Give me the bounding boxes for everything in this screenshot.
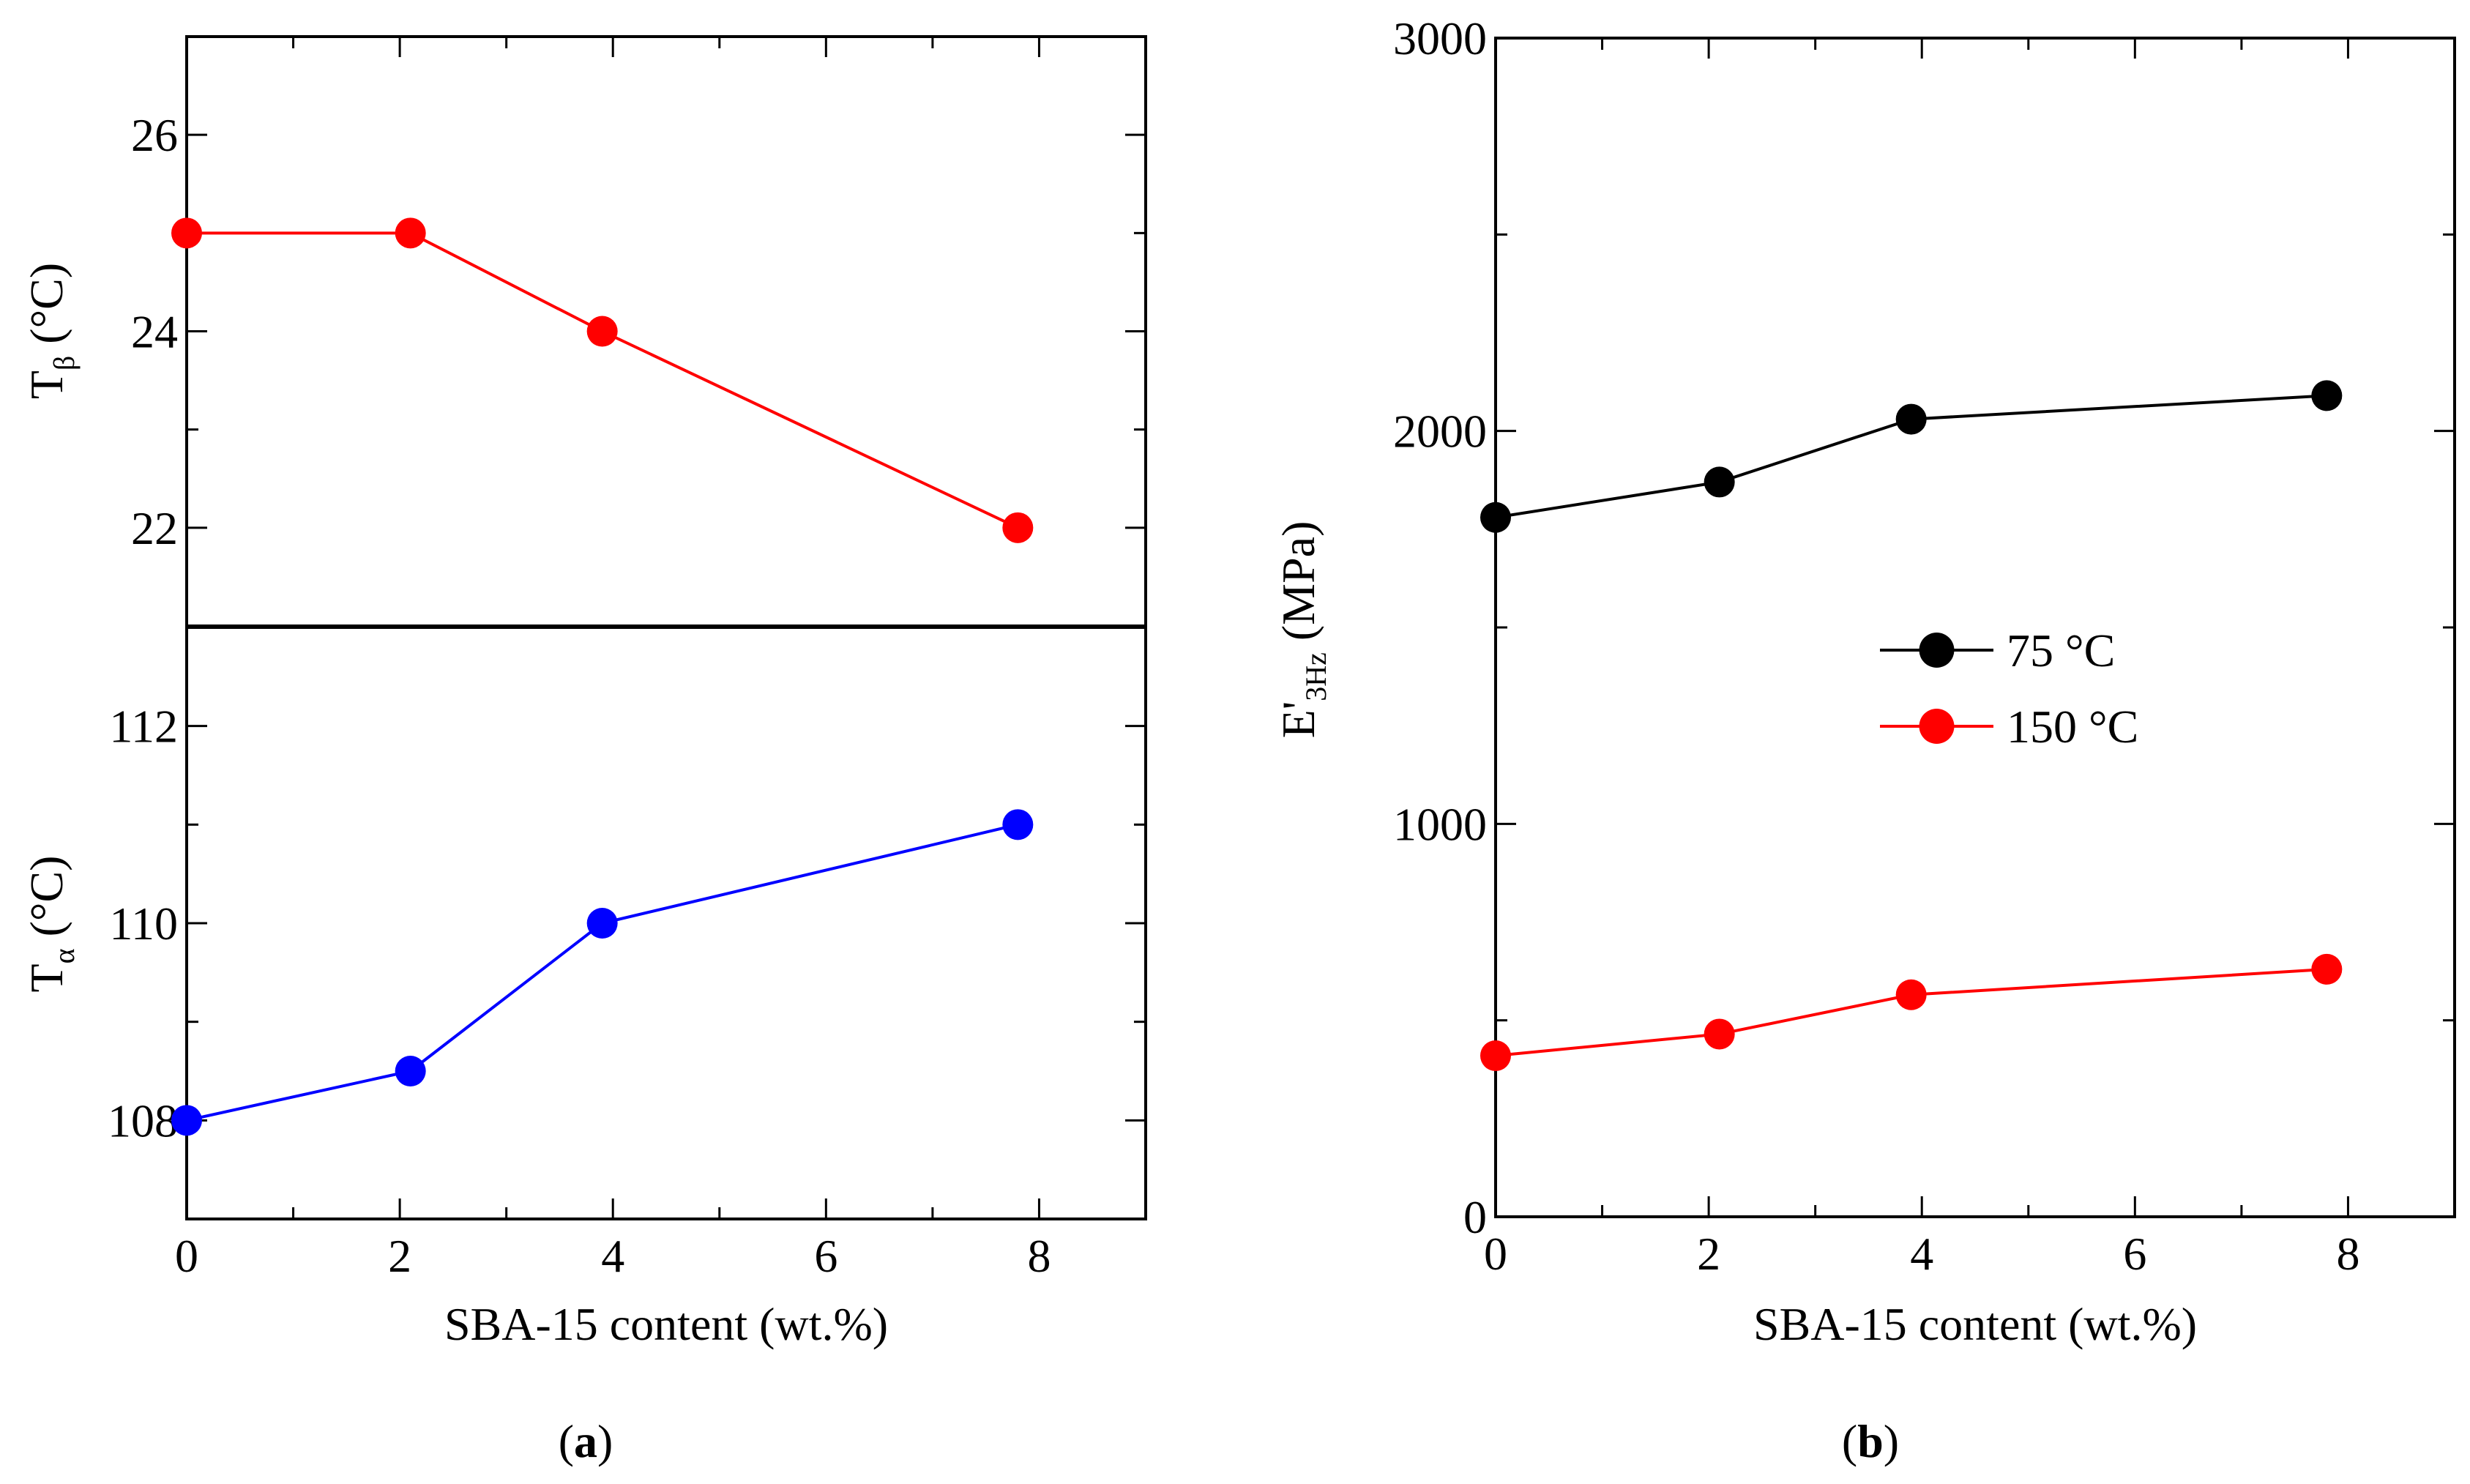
legend: 75 °C 150 °C xyxy=(1880,624,2138,753)
data-point xyxy=(1480,1040,1511,1071)
data-point xyxy=(171,1105,202,1136)
series-line xyxy=(1495,394,2327,519)
plot-a-bottom-t-alpha: 108 110 112 0 2 4 6 8 Tα (°C) SBA-15 content (… xyxy=(20,626,1147,1350)
x-tick-labels: 0 2 4 6 8 xyxy=(1484,1228,2359,1280)
y-axis-label-unit: (MPa) xyxy=(1272,521,1324,653)
y-axis-label-main: T xyxy=(20,963,72,992)
plot-b-storage-modulus: 0 1000 2000 3000 0 2 4 6 8 75 °C 150 °C E'3Hz (M… xyxy=(1272,12,2456,1350)
tick-marks xyxy=(187,37,1146,529)
x-axis-label: SBA-15 content (wt.%) xyxy=(444,1298,888,1350)
y-tick-label: 3000 xyxy=(1393,12,1487,64)
x-tick-label: 2 xyxy=(1697,1228,1720,1280)
y-tick-label: 112 xyxy=(109,701,178,753)
y-axis-label-subscript: α xyxy=(48,948,81,963)
y-axis-label: E'3Hz (MPa) xyxy=(1272,521,1332,739)
y-tick-labels: 0 1000 2000 3000 xyxy=(1393,12,1487,1243)
y-axis-label-subscript: β xyxy=(48,356,81,370)
data-point xyxy=(1002,512,1034,543)
x-tick-label: 0 xyxy=(1484,1228,1507,1280)
data-point xyxy=(1704,1018,1735,1050)
y-tick-labels: 22 24 26 xyxy=(131,109,178,554)
data-point xyxy=(1895,403,1927,435)
x-tick-label: 4 xyxy=(1910,1228,1933,1280)
y-axis-label-main: E' xyxy=(1272,701,1324,739)
series-group xyxy=(171,809,1034,1136)
y-axis-label-unit: (°C) xyxy=(20,856,72,949)
panel-label-open: ( xyxy=(559,1415,574,1467)
y-tick-labels: 108 110 112 xyxy=(108,701,178,1147)
x-tick-labels: 0 2 4 6 8 xyxy=(175,1230,1051,1282)
panel-label-letter: a xyxy=(574,1415,597,1467)
tick-marks xyxy=(187,725,1146,1219)
data-point xyxy=(1895,979,1927,1010)
plot-a-top-t-beta: 22 24 26 Tβ (°C) xyxy=(20,35,1147,627)
data-point xyxy=(2311,380,2343,411)
y-tick-label: 2000 xyxy=(1393,406,1487,458)
x-tick-label: 2 xyxy=(388,1230,411,1282)
legend-marker xyxy=(1919,709,1955,744)
plot-frame xyxy=(185,626,1147,1220)
data-point xyxy=(395,1056,426,1086)
data-point xyxy=(586,908,618,939)
y-tick-label: 108 xyxy=(108,1095,178,1146)
x-tick-label: 6 xyxy=(814,1230,837,1282)
series-line xyxy=(186,823,1018,1122)
y-axis-label-unit: (°C) xyxy=(20,263,72,356)
y-tick-label: 24 xyxy=(131,306,178,358)
panel-label-close: ) xyxy=(597,1415,613,1467)
data-point xyxy=(2311,953,2343,985)
series-line xyxy=(1495,967,2327,1057)
legend-label: 150 °C xyxy=(2007,701,2138,753)
x-tick-label: 4 xyxy=(601,1230,624,1282)
series-line xyxy=(187,231,1019,529)
y-axis-label-subscript: 3Hz xyxy=(1299,652,1332,701)
data-point xyxy=(395,217,426,249)
x-tick-label: 8 xyxy=(2336,1228,2359,1280)
legend-label: 75 °C xyxy=(2007,624,2115,676)
y-axis-label: Tβ (°C) xyxy=(20,263,81,399)
y-tick-label: 110 xyxy=(109,898,178,950)
data-point xyxy=(1704,466,1735,498)
x-tick-label: 8 xyxy=(1027,1230,1051,1282)
data-point xyxy=(1480,501,1511,533)
x-axis-label: SBA-15 content (wt.%) xyxy=(1753,1298,2197,1350)
panel-label-b: (b) xyxy=(1842,1415,1899,1467)
panel-label-open: ( xyxy=(1842,1415,1857,1467)
y-tick-label: 22 xyxy=(131,502,178,554)
data-point xyxy=(586,316,618,347)
y-axis-label-main: T xyxy=(20,370,72,399)
y-tick-label: 1000 xyxy=(1393,798,1487,850)
series-group xyxy=(171,217,1034,543)
x-tick-label: 0 xyxy=(175,1230,198,1282)
tick-marks xyxy=(1496,38,2455,1217)
y-tick-label: 26 xyxy=(131,109,178,161)
data-point xyxy=(1002,809,1034,840)
panel-label-letter: b xyxy=(1857,1415,1884,1467)
y-axis-label: Tα (°C) xyxy=(20,856,81,993)
x-tick-label: 6 xyxy=(2123,1228,2146,1280)
series-group xyxy=(1480,380,2343,1071)
legend-marker xyxy=(1919,633,1955,668)
plot-frame xyxy=(1494,37,2456,1218)
data-point xyxy=(171,217,202,249)
plot-frame xyxy=(185,35,1147,627)
panel-label-a: (a) xyxy=(559,1415,613,1467)
y-tick-label: 0 xyxy=(1463,1191,1487,1243)
panel-label-close: ) xyxy=(1884,1415,1899,1467)
